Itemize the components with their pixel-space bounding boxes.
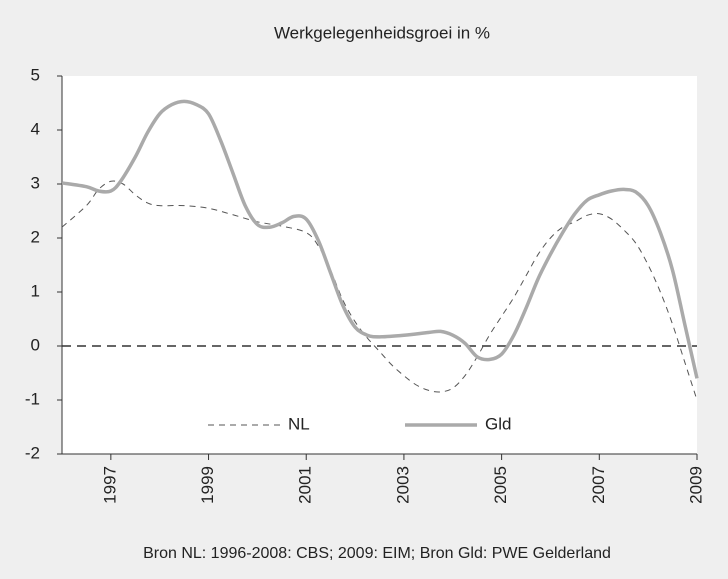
series-line — [61, 99, 699, 379]
x-tick-label: 1997 — [100, 466, 119, 504]
x-tick-label: 2009 — [686, 466, 705, 504]
y-tick-label: 1 — [31, 281, 40, 300]
x-tick-label: 2001 — [296, 466, 315, 504]
legend-label: Gld — [485, 414, 511, 433]
y-tick-label: 4 — [31, 119, 40, 138]
x-tick-label: 2007 — [589, 466, 608, 504]
y-tick-label: 5 — [31, 65, 40, 84]
legend-label: NL — [288, 414, 310, 433]
chart-title: Werkgelegenheidsgroei in % — [274, 23, 490, 42]
x-tick-label: 2003 — [393, 466, 412, 504]
y-tick-label: -2 — [25, 443, 40, 462]
y-tick-label: 3 — [31, 173, 40, 192]
plot-area — [62, 76, 697, 454]
series-line — [61, 180, 698, 401]
source-note: Bron NL: 1996-2008: CBS; 2009: EIM; Bron… — [143, 545, 611, 562]
y-tick-label: 0 — [31, 335, 40, 354]
y-tick-label: -1 — [25, 389, 40, 408]
x-tick-label: 2005 — [491, 466, 510, 504]
y-tick-label: 2 — [31, 227, 40, 246]
x-tick-label: 1999 — [198, 466, 217, 504]
